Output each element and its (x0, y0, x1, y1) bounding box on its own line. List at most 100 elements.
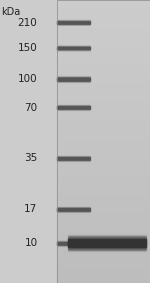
Bar (57, 83, 150, 85)
Bar (57, 40, 150, 41)
Bar (57, 45, 90, 46)
Bar (57, 81, 90, 82)
Bar (57, 233, 150, 235)
Bar (57, 98, 150, 99)
Bar (57, 17, 150, 18)
Bar (57, 31, 150, 33)
Bar (57, 137, 150, 139)
Bar (57, 49, 90, 50)
Bar (57, 38, 150, 40)
Bar (57, 225, 150, 226)
Bar (57, 85, 150, 86)
Bar (57, 201, 150, 202)
Bar (57, 245, 90, 246)
Bar (57, 209, 90, 210)
Bar (57, 30, 150, 31)
Bar (57, 142, 150, 143)
Bar (57, 6, 150, 7)
Bar (57, 1, 150, 3)
Bar (57, 57, 150, 58)
Bar (57, 267, 150, 269)
Bar (57, 157, 90, 160)
Bar (57, 279, 150, 280)
Bar (68, 250, 146, 251)
Bar (57, 0, 150, 283)
Bar (57, 180, 150, 181)
Bar (57, 210, 90, 211)
Bar (68, 237, 146, 238)
Bar (57, 216, 150, 218)
Bar (68, 246, 146, 247)
Bar (57, 47, 150, 48)
Bar (57, 219, 150, 221)
Bar (57, 102, 150, 103)
Bar (57, 25, 150, 27)
Bar (57, 226, 150, 228)
Bar (57, 107, 90, 108)
Bar (57, 253, 150, 255)
Bar (57, 215, 150, 216)
Bar (57, 28, 150, 30)
Bar (57, 50, 90, 51)
Bar (57, 242, 90, 243)
Text: 35: 35 (24, 153, 38, 164)
Bar (57, 236, 150, 238)
Bar (57, 80, 90, 81)
Bar (57, 140, 150, 142)
Bar (57, 81, 150, 82)
Bar (57, 208, 90, 211)
Bar (57, 64, 150, 65)
Bar (57, 258, 150, 259)
Bar (57, 123, 150, 125)
Bar (57, 78, 150, 79)
Bar (57, 170, 150, 171)
Bar (57, 157, 150, 158)
Bar (57, 168, 150, 170)
Bar (57, 256, 150, 258)
Bar (57, 238, 150, 239)
Bar (57, 158, 150, 160)
Bar (57, 192, 150, 194)
Bar (57, 126, 150, 127)
Bar (57, 127, 150, 129)
Bar (57, 245, 150, 246)
Bar (57, 59, 150, 61)
Bar (57, 106, 150, 108)
Bar (57, 88, 150, 89)
Bar (57, 183, 150, 184)
Bar (57, 99, 150, 100)
Bar (57, 16, 150, 17)
Bar (57, 112, 150, 113)
Bar (68, 243, 146, 244)
Bar (57, 277, 150, 279)
Bar (57, 276, 150, 277)
Bar (68, 244, 146, 245)
Bar (57, 79, 150, 81)
Bar (57, 91, 150, 92)
Bar (57, 14, 150, 16)
Bar (57, 241, 150, 242)
Bar (68, 247, 146, 248)
Bar (57, 156, 90, 157)
Bar (57, 122, 150, 123)
Bar (68, 241, 146, 242)
Bar (57, 105, 150, 106)
Bar (57, 125, 150, 126)
Bar (57, 47, 90, 49)
Bar (57, 222, 150, 224)
Bar (57, 139, 150, 140)
Bar (57, 48, 150, 50)
Bar (57, 212, 150, 214)
Bar (57, 205, 150, 207)
Bar (57, 8, 150, 10)
Bar (57, 46, 90, 47)
Bar (57, 151, 150, 153)
Bar (57, 68, 150, 69)
Bar (57, 195, 150, 197)
Bar (57, 269, 150, 270)
Bar (57, 143, 150, 144)
Text: kDa: kDa (2, 7, 21, 17)
Bar (57, 27, 150, 28)
Bar (57, 243, 90, 244)
Bar (57, 33, 150, 34)
